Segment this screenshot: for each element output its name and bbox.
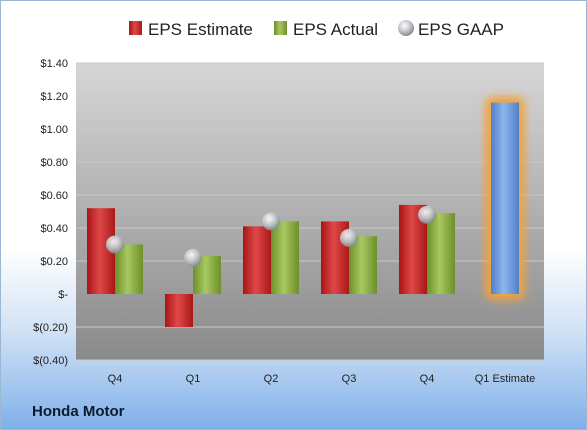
legend-marker-eps-gaap [398, 20, 414, 36]
x-axis: Q4 Q1 Q2 Q3 Q4 Q1 Estimate [108, 373, 536, 385]
marker-eps-gaap [106, 235, 124, 254]
x-tick-label: Q1 Estimate [475, 373, 536, 385]
y-axis: $1.40 $1.20 $1.00 $0.80 $0.60 $0.40 $0.20 $- $(0… [33, 58, 68, 367]
y-tick-label: $0.60 [40, 190, 68, 202]
x-tick-label: Q4 [420, 373, 435, 385]
marker-eps-gaap [184, 248, 202, 267]
bar-eps-estimate [165, 294, 193, 327]
plot-area [76, 63, 544, 360]
legend-label-eps-actual: EPS Actual [293, 20, 378, 39]
legend-swatch-eps-estimate [129, 21, 142, 35]
bar-eps-actual [115, 244, 143, 294]
legend-label-eps-gaap: EPS GAAP [418, 20, 504, 39]
bar-eps-actual [271, 221, 299, 294]
legend: EPS Estimate EPS Actual EPS GAAP [129, 20, 504, 39]
marker-eps-gaap [262, 212, 280, 231]
x-tick-label: Q4 [108, 373, 123, 385]
bar-q1-estimate [491, 102, 519, 294]
x-tick-label: Q1 [186, 373, 201, 385]
y-tick-label: $- [58, 289, 68, 301]
y-tick-label: $1.40 [40, 58, 68, 70]
x-tick-label: Q3 [342, 373, 357, 385]
grid-lines [76, 62, 544, 361]
y-tick-label: $1.20 [40, 91, 68, 103]
legend-swatch-eps-actual [274, 21, 287, 35]
bar-eps-actual [349, 236, 377, 294]
legend-label-eps-estimate: EPS Estimate [148, 20, 253, 39]
bar-eps-actual [427, 213, 455, 294]
y-tick-label: $(0.20) [33, 322, 68, 334]
y-tick-label: $0.20 [40, 256, 68, 268]
company-name: Honda Motor [32, 403, 125, 420]
y-tick-label: $(0.40) [33, 355, 68, 367]
data-marks [87, 96, 525, 327]
x-tick-label: Q2 [264, 373, 279, 385]
y-tick-label: $1.00 [40, 124, 68, 136]
y-tick-label: $0.80 [40, 157, 68, 169]
bar-eps-estimate [243, 226, 271, 294]
marker-eps-gaap [340, 228, 358, 247]
y-tick-label: $0.40 [40, 223, 68, 235]
marker-eps-gaap [418, 205, 436, 224]
